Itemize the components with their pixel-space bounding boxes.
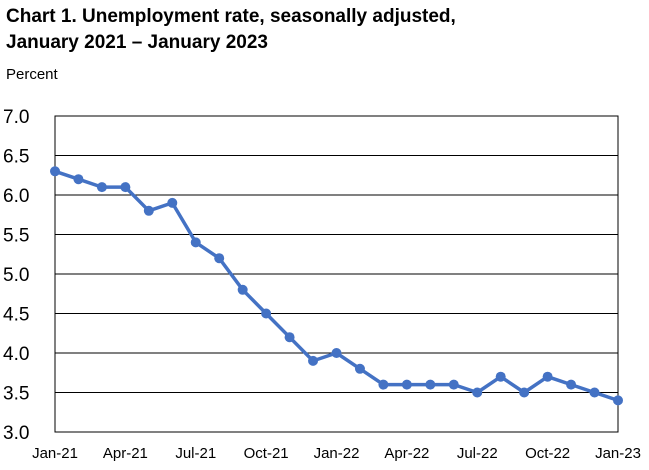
data-point	[261, 308, 272, 319]
x-tick-label: Jan-21	[32, 445, 78, 462]
x-tick-label: Apr-22	[384, 445, 429, 462]
x-tick-label: Jul-21	[175, 445, 216, 462]
data-point	[589, 387, 600, 398]
data-point	[378, 379, 389, 390]
x-tick-label: Oct-22	[525, 445, 570, 462]
y-tick-label: 6.0	[3, 186, 29, 207]
data-point	[308, 355, 319, 366]
y-tick-label: 5.0	[3, 265, 29, 286]
data-point	[167, 197, 178, 208]
plot-frame	[54, 115, 619, 433]
data-point	[96, 182, 107, 193]
x-tick-label: Oct-21	[244, 445, 289, 462]
y-tick-label: 4.5	[3, 305, 29, 326]
x-tick-label: Jan-23	[595, 445, 641, 462]
data-point	[566, 379, 577, 390]
y-tick-label: 5.5	[3, 226, 29, 247]
chart-title-line-2: January 2021 – January 2023	[6, 32, 268, 53]
y-tick-label: 7.0	[3, 107, 29, 128]
data-point	[519, 387, 530, 398]
y-tick-label: 3.0	[3, 423, 29, 444]
data-point	[120, 182, 131, 193]
y-tick-label: 6.5	[3, 147, 29, 168]
data-point	[143, 205, 154, 216]
data-point	[425, 379, 436, 390]
data-point	[448, 379, 459, 390]
y-tick-label: 3.5	[3, 384, 29, 405]
y-axis-ticks: 7.0 6.5 6.0 5.5 5.0 4.5 4.0 3.5 3.0	[3, 107, 29, 444]
data-point	[331, 348, 342, 358]
data-point	[237, 284, 248, 295]
data-point	[214, 253, 225, 264]
data-point	[472, 387, 483, 398]
chart-title: Chart 1. Unemployment rate, seasonally a…	[6, 4, 626, 56]
x-axis-ticks: Jan-21 Apr-21 Jul-21 Oct-21 Jan-22 Apr-22 Jul-…	[32, 445, 641, 462]
x-tick-label: Jul-22	[457, 445, 498, 462]
data-point	[50, 166, 60, 177]
data-point	[284, 332, 295, 343]
x-tick-label: Apr-21	[103, 445, 148, 462]
chart-title-line-1: Chart 1. Unemployment rate, seasonally a…	[6, 6, 456, 27]
y-axis-label: Percent	[6, 66, 58, 83]
y-tick-label: 4.0	[3, 344, 29, 365]
data-point	[354, 363, 365, 374]
x-tick-label: Jan-22	[314, 445, 360, 462]
data-point	[190, 237, 201, 248]
data-point	[495, 371, 506, 382]
data-point	[613, 395, 623, 406]
series-line	[54, 169, 619, 403]
data-point	[73, 174, 84, 185]
plot-border	[54, 115, 619, 433]
data-point	[401, 379, 412, 390]
data-point	[542, 371, 553, 382]
series-unemployment-rate	[50, 166, 623, 406]
